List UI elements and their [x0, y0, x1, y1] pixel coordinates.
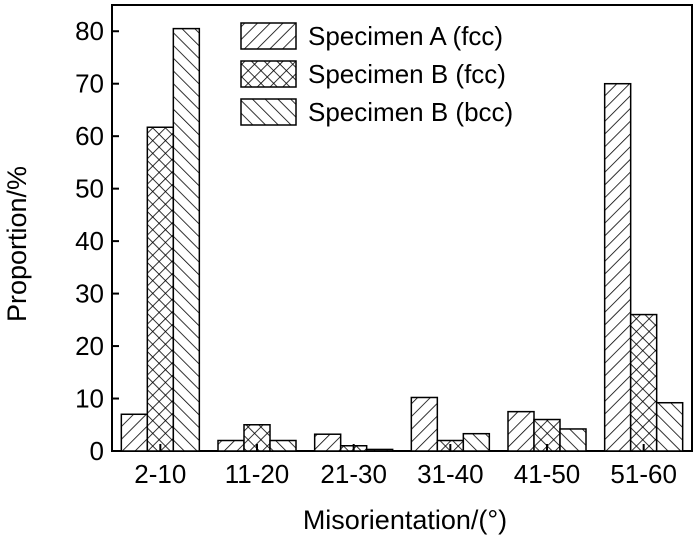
- legend-swatch: [240, 60, 297, 88]
- x-tick-label: 11-20: [225, 459, 290, 489]
- bar: [120, 413, 149, 452]
- bar: [269, 439, 297, 452]
- legend-label: Specimen B (bcc): [308, 97, 513, 127]
- y-axis-title: Proportion/%: [2, 166, 32, 322]
- y-tick-label: 20: [75, 331, 104, 361]
- bar: [603, 82, 632, 452]
- plot-border: [111, 4, 693, 452]
- bar: [462, 432, 491, 452]
- bar: [365, 448, 394, 452]
- bars-group: [120, 27, 684, 452]
- legend-label: Specimen B (fcc): [308, 59, 506, 89]
- x-tick-label: 21-30: [320, 459, 387, 489]
- bar: [313, 433, 342, 452]
- bar: [507, 410, 535, 452]
- bar: [559, 428, 587, 452]
- x-tick-label: 31-40: [417, 459, 484, 489]
- x-tick-label: 41-50: [514, 459, 581, 489]
- x-axis: 2-10 11-20 21-30 31-40 41-50 51-60: [134, 444, 677, 489]
- bar: [172, 27, 201, 452]
- y-tick-label: 70: [75, 69, 104, 99]
- bar: [655, 401, 684, 452]
- x-tick-label: 2-10: [134, 459, 186, 489]
- y-tick-label: 60: [75, 121, 104, 151]
- plot-frame: [111, 4, 693, 452]
- bar: [146, 126, 175, 452]
- legend-swatch: [240, 98, 297, 126]
- bar: [217, 439, 245, 452]
- x-axis-title: Misorientation/(°): [303, 505, 507, 535]
- bar: [629, 313, 658, 452]
- x-tick-label: 51-60: [610, 459, 677, 489]
- y-tick-label: 0: [90, 436, 104, 466]
- y-tick-label: 40: [75, 226, 104, 256]
- legend-label: Specimen A (fcc): [308, 21, 503, 51]
- y-tick-label: 10: [75, 384, 104, 414]
- legend-swatch: [240, 22, 297, 50]
- y-axis: 0 10 20 30 40 50 60 70 80: [75, 16, 119, 466]
- y-tick-label: 50: [75, 174, 104, 204]
- y-tick-label: 30: [75, 279, 104, 309]
- bar: [410, 396, 439, 452]
- y-tick-label: 80: [75, 16, 104, 46]
- legend: Specimen A (fcc) Specimen B (fcc) Specimen…: [240, 21, 513, 127]
